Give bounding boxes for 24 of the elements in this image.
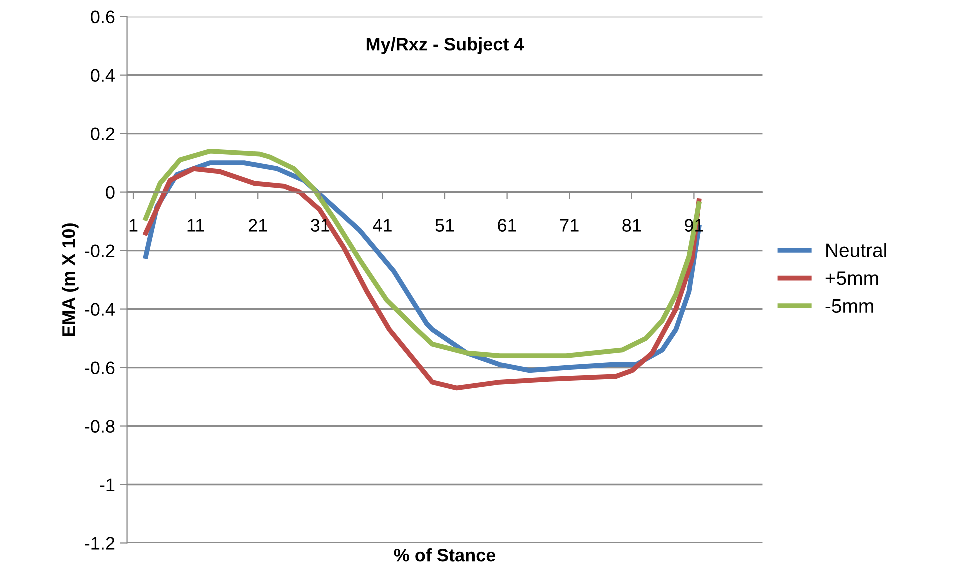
- x-tick-label: 11: [188, 219, 204, 232]
- y-tick-label: -0.2: [85, 244, 115, 258]
- y-tick-label: -1: [100, 478, 115, 492]
- legend-label: Neutral: [826, 243, 886, 258]
- y-tick-label: -0.6: [85, 362, 115, 374]
- x-tick-label: 61: [498, 219, 516, 232]
- x-axis-title: % of Stance: [394, 548, 496, 562]
- y-tick-label: 0.4: [91, 69, 115, 82]
- y-tick-label: -0.4: [85, 303, 115, 316]
- y-tick-label: 0.2: [91, 128, 115, 141]
- legend-label: +5mm: [826, 272, 878, 286]
- x-tick-label: 81: [622, 219, 642, 232]
- x-tick-label: 51: [436, 219, 454, 232]
- y-tick-label: 0: [106, 186, 115, 200]
- legend-label: -5mm: [826, 300, 874, 314]
- x-tick-label: 41: [373, 219, 392, 232]
- y-axis-title: EMA (m X 10): [62, 224, 79, 336]
- y-tick-label: 0.6: [91, 10, 115, 24]
- text: My/Rxz - Subject 4: [366, 38, 524, 54]
- x-tick-label: 21: [248, 219, 268, 232]
- x-tick-label: 1: [130, 219, 138, 232]
- y-tick-label: -0.8: [85, 420, 115, 433]
- x-tick-label: 71: [560, 219, 579, 232]
- y-tick-label: -1.2: [85, 537, 115, 550]
